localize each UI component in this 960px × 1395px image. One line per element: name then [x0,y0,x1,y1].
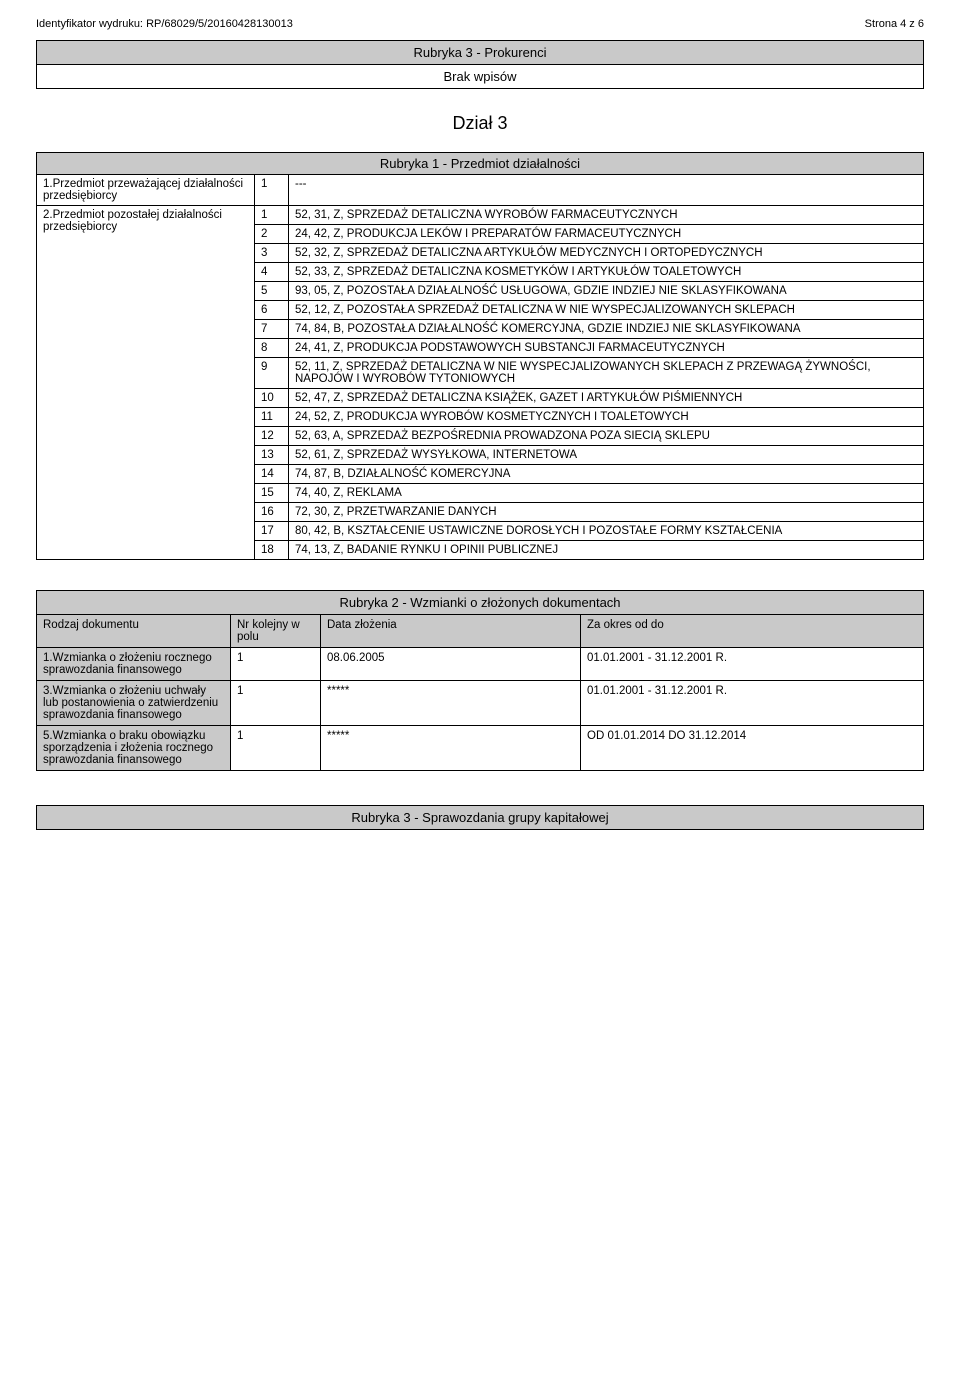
item-value: 52, 11, Z, SPRZEDAŻ DETALICZNA W NIE WYS… [289,358,924,389]
doc-row-date: ***** [321,726,581,771]
print-id-label: Identyfikator wydruku: [36,18,143,30]
item-number: 5 [255,282,289,301]
page-number: Strona 4 z 6 [865,18,924,30]
item-number: 4 [255,263,289,282]
print-id: Identyfikator wydruku: RP/68029/5/201604… [36,18,293,30]
col-rodzaj: Rodzaj dokumentu [37,615,231,648]
item-value: 93, 05, Z, POZOSTAŁA DZIAŁALNOŚĆ USŁUGOW… [289,282,924,301]
item-number: 8 [255,339,289,358]
doc-row-label: 1.Wzmianka o złożeniu rocznego sprawozda… [37,648,231,681]
item-value: 24, 42, Z, PRODUKCJA LEKÓW I PREPARATÓW … [289,225,924,244]
print-id-value: RP/68029/5/20160428130013 [146,18,293,30]
item-value: 80, 42, B, KSZTAŁCENIE USTAWICZNE DOROSŁ… [289,522,924,541]
doc-row-label: 5.Wzmianka o braku obowiązku sporządzeni… [37,726,231,771]
col-okres: Za okres od do [581,615,924,648]
rubryka2-title: Rubryka 2 - Wzmianki o złożonych dokumen… [37,591,924,615]
rubryka2-table: Rubryka 2 - Wzmianki o złożonych dokumen… [36,590,924,771]
item-value: 74, 13, Z, BADANIE RYNKU I OPINII PUBLIC… [289,541,924,560]
item-number: 6 [255,301,289,320]
item-number: 18 [255,541,289,560]
item-number: 7 [255,320,289,339]
col-data: Data złożenia [321,615,581,648]
item-value: 52, 61, Z, SPRZEDAŻ WYSYŁKOWA, INTERNETO… [289,446,924,465]
item-value: 52, 47, Z, SPRZEDAŻ DETALICZNA KSIĄŻEK, … [289,389,924,408]
col-nr: Nr kolejny w polu [231,615,321,648]
item-number: 3 [255,244,289,263]
item-value: 72, 30, Z, PRZETWARZANIE DANYCH [289,503,924,522]
item-value: 52, 12, Z, POZOSTAŁA SPRZEDAŻ DETALICZNA… [289,301,924,320]
item-number: 16 [255,503,289,522]
item-value: --- [289,175,924,206]
rubryka3-grupa-title: Rubryka 3 - Sprawozdania grupy kapitałow… [36,805,924,830]
rubryka3-prokurenci-content: Brak wpisów [36,65,924,89]
item-value: 74, 84, B, POZOSTAŁA DZIAŁALNOŚĆ KOMERCY… [289,320,924,339]
item-value: 52, 32, Z, SPRZEDAŻ DETALICZNA ARTYKUŁÓW… [289,244,924,263]
item-number: 1 [255,206,289,225]
rubryka1-table: Rubryka 1 - Przedmiot działalności 1.Prz… [36,152,924,560]
page-header: Identyfikator wydruku: RP/68029/5/201604… [36,18,924,30]
doc-row-date: ***** [321,681,581,726]
item-number: 12 [255,427,289,446]
row2-label: 2.Przedmiot pozostałej działalności prze… [37,206,255,560]
item-number: 17 [255,522,289,541]
rubryka3-prokurenci-title: Rubryka 3 - Prokurenci [36,40,924,65]
item-value: 52, 33, Z, SPRZEDAŻ DETALICZNA KOSMETYKÓ… [289,263,924,282]
dzial3-heading: Dział 3 [36,113,924,134]
item-number: 2 [255,225,289,244]
item-value: 24, 41, Z, PRODUKCJA PODSTAWOWYCH SUBSTA… [289,339,924,358]
doc-row-date: 08.06.2005 [321,648,581,681]
item-value: 74, 40, Z, REKLAMA [289,484,924,503]
doc-row-number: 1 [231,726,321,771]
item-value: 24, 52, Z, PRODUKCJA WYROBÓW KOSMETYCZNY… [289,408,924,427]
item-number: 10 [255,389,289,408]
rubryka1-title: Rubryka 1 - Przedmiot działalności [37,153,924,175]
item-value: 52, 63, A, SPRZEDAŻ BEZPOŚREDNIA PROWADZ… [289,427,924,446]
item-number: 1 [255,175,289,206]
doc-row-label: 3.Wzmianka o złożeniu uchwały lub postan… [37,681,231,726]
doc-row-period: 01.01.2001 - 31.12.2001 R. [581,648,924,681]
doc-row-period: OD 01.01.2014 DO 31.12.2014 [581,726,924,771]
doc-row-number: 1 [231,648,321,681]
item-value: 52, 31, Z, SPRZEDAŻ DETALICZNA WYROBÓW F… [289,206,924,225]
item-number: 15 [255,484,289,503]
item-number: 13 [255,446,289,465]
item-number: 14 [255,465,289,484]
doc-row-period: 01.01.2001 - 31.12.2001 R. [581,681,924,726]
doc-row-number: 1 [231,681,321,726]
row1-label: 1.Przedmiot przeważającej działalności p… [37,175,255,206]
item-value: 74, 87, B, DZIAŁALNOŚĆ KOMERCYJNA [289,465,924,484]
item-number: 9 [255,358,289,389]
item-number: 11 [255,408,289,427]
